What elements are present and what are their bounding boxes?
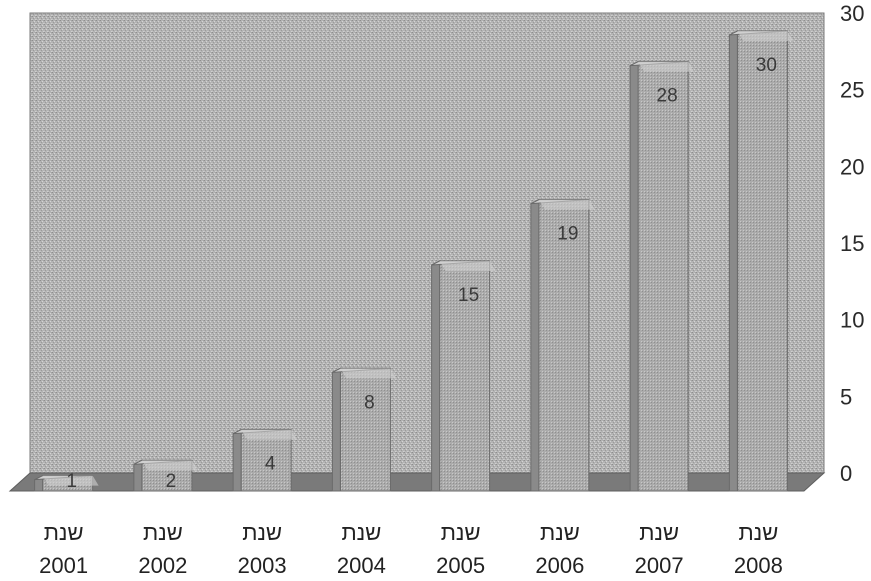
bar — [331, 367, 397, 492]
bar-side — [431, 260, 441, 492]
bar-side — [530, 198, 540, 492]
x-tick-label-word: שנת — [341, 520, 381, 545]
data-label: 19 — [557, 224, 578, 245]
bar — [431, 260, 496, 492]
bar — [232, 428, 298, 492]
bar — [133, 459, 198, 492]
x-tick-label-word: שנת — [738, 520, 778, 545]
back-wall — [29, 12, 825, 474]
y-tick-label: 5 — [840, 384, 852, 409]
bar-side — [331, 367, 341, 492]
x-tick-label-year: 2001 — [39, 553, 88, 578]
x-tick-label-word: שנת — [44, 520, 84, 545]
data-label: 28 — [657, 86, 678, 107]
bar-front — [339, 367, 391, 492]
x-tick-label-year: 2004 — [337, 553, 386, 578]
bar-side — [629, 60, 639, 492]
bar-front — [538, 199, 590, 492]
bar-top-highlight — [439, 261, 496, 271]
bar-top-highlight — [538, 199, 595, 210]
data-label: 2 — [166, 471, 177, 492]
x-tick-label-word: שנת — [540, 520, 580, 545]
x-tick-label-year: 2005 — [436, 553, 485, 578]
bar-side — [728, 30, 738, 492]
bar — [629, 60, 695, 492]
x-tick-label-year: 2008 — [734, 553, 783, 578]
bar — [34, 474, 99, 492]
data-label: 4 — [265, 454, 276, 475]
data-label: 30 — [756, 55, 777, 76]
y-tick-label: 15 — [840, 231, 864, 256]
y-tick-label: 30 — [840, 1, 864, 26]
x-tick-label-year: 2003 — [238, 553, 287, 578]
bar-front — [736, 30, 788, 492]
x-tick-label-year: 2002 — [138, 553, 187, 578]
bar — [530, 198, 595, 492]
bar-top-highlight — [241, 429, 298, 440]
y-tick-label: 10 — [840, 308, 864, 333]
bar-front — [637, 61, 689, 492]
bar-top-highlight — [638, 61, 695, 72]
bar-side — [133, 459, 143, 492]
floor — [8, 472, 826, 492]
bar-top-highlight — [141, 460, 198, 471]
x-tick-label-word: שנת — [242, 520, 282, 545]
data-label: 15 — [458, 285, 479, 306]
x-tick-label-word: שנת — [441, 520, 481, 545]
x-tick-label-year: 2007 — [635, 553, 684, 578]
data-label: 8 — [364, 392, 375, 413]
y-tick-label: 25 — [840, 78, 864, 103]
bar-top-highlight — [340, 368, 397, 379]
bar-side — [232, 428, 242, 492]
bar-top-highlight — [42, 475, 99, 486]
x-tick-label-word: שנת — [143, 520, 183, 545]
y-tick-label: 0 — [840, 461, 852, 486]
y-tick-label: 20 — [840, 154, 864, 179]
x-tick-label-word: שנת — [639, 520, 679, 545]
bar-top-highlight — [737, 31, 794, 41]
bar — [728, 30, 794, 492]
data-label: 1 — [66, 471, 77, 492]
x-tick-label-year: 2006 — [535, 553, 584, 578]
